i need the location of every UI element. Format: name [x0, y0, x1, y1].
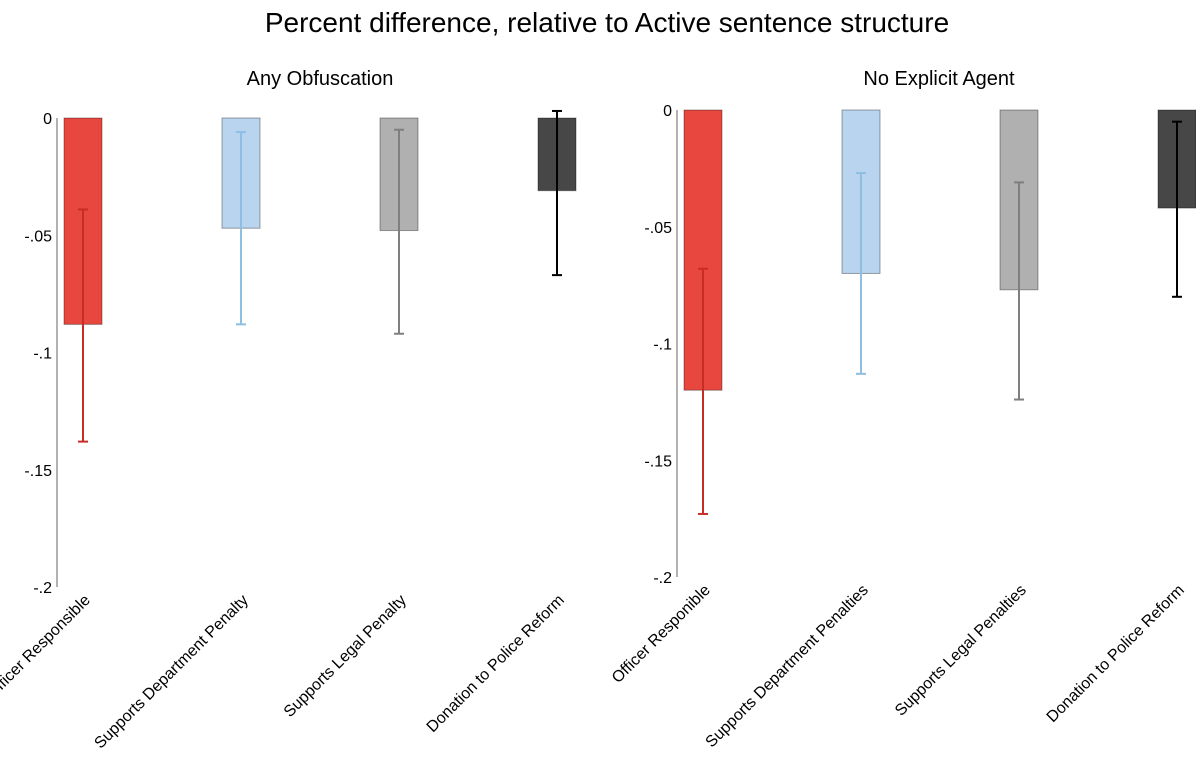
panel-title: Any Obfuscation: [247, 68, 394, 90]
y-tick-label: 0: [663, 103, 672, 120]
y-tick-label: 0: [43, 111, 52, 128]
category-label: Officer Responible: [609, 582, 714, 687]
category-label: Supports Legal Penalties: [892, 582, 1030, 720]
category-label: Donation to Police Reform: [424, 592, 568, 736]
error-bar: [552, 109, 562, 277]
error-bar: [1014, 181, 1024, 401]
y-tick-label: -.05: [24, 228, 52, 245]
error-bar: [1172, 120, 1182, 298]
category-label: Supports Department Penalties: [703, 582, 872, 751]
y-tick-label: -.2: [653, 570, 672, 587]
category-label: Donation to Police Reform: [1044, 582, 1188, 726]
category-label: Officer Responsible: [0, 592, 94, 703]
panel-title: No Explicit Agent: [863, 68, 1015, 90]
y-tick-label: -.2: [33, 580, 52, 597]
y-tick-label: -.05: [644, 220, 672, 237]
y-tick-label: -.1: [33, 346, 52, 363]
panel-no-explicit-agent: No Explicit Agent 0 -.05 -.1 -.15 -.2Officer …: [609, 68, 1196, 751]
y-tick-label: -.15: [644, 453, 672, 470]
y-tick-label: -.15: [24, 463, 52, 480]
y-tick-label: -.1: [653, 337, 672, 354]
category-label: Supports Legal Penalty: [281, 592, 410, 721]
error-bar: [856, 172, 866, 375]
error-bar: [236, 131, 246, 326]
figure-title: Percent difference, relative to Active s…: [265, 7, 949, 38]
category-label: Supports Department Penalty: [91, 592, 251, 752]
error-bar: [394, 128, 404, 335]
error-bar: [78, 208, 88, 443]
error-bar: [698, 267, 708, 515]
